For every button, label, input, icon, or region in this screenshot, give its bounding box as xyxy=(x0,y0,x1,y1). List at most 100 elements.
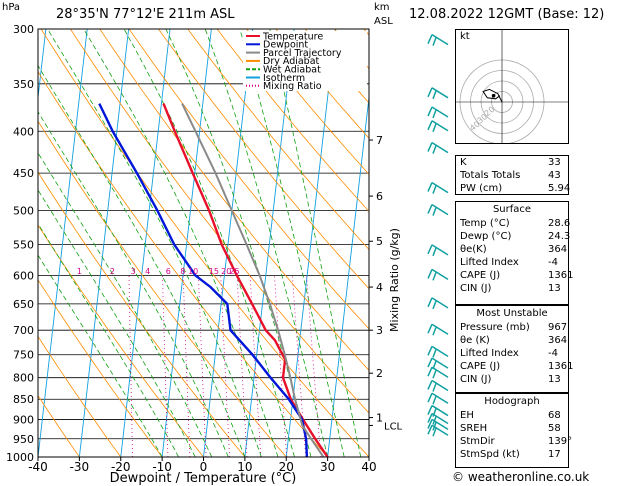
dry-adiabat xyxy=(38,224,204,457)
isotherm xyxy=(78,29,130,457)
wind-barb xyxy=(427,392,449,405)
dry-adiabat xyxy=(38,120,287,457)
surface-value: 1361 xyxy=(548,270,574,281)
series-dewpoint xyxy=(98,103,309,457)
mixing-ratio-label: 15 xyxy=(209,267,219,276)
pressure-tick-label: 400 xyxy=(13,125,34,138)
hodo-stat-key: StmSpd (kt) xyxy=(460,449,520,460)
isotherm xyxy=(285,29,336,457)
hodo-stat-key: StmDir xyxy=(460,436,495,447)
mixing-ratio-line xyxy=(220,275,230,457)
surface-row: Dewp (°C) 24.3 xyxy=(460,231,570,243)
pressure-tick-label: 450 xyxy=(13,167,34,180)
surface-row: θe(K) 364 xyxy=(460,244,567,256)
most-unstable-row: CAPE (J) 1361 xyxy=(460,361,573,373)
x-tick-label: -10 xyxy=(152,460,172,474)
surface-key: Temp (°C) xyxy=(460,218,510,229)
surface-value: -4 xyxy=(548,257,558,268)
most-unstable-key: CAPE (J) xyxy=(460,361,501,372)
hodo-stat-value: 17 xyxy=(548,449,561,460)
wind-barb xyxy=(427,268,449,281)
surface-panel: Surface Temp (°C) 28.6 Dewp (°C) 24.3 θe(K) 3… xyxy=(455,201,573,305)
km-tick-label: 1 xyxy=(376,412,383,425)
surface-key: CAPE (J) xyxy=(460,270,501,281)
index-value: 33 xyxy=(548,157,561,168)
isotherm xyxy=(0,29,4,457)
wet-adiabat xyxy=(38,189,196,457)
km-label: km xyxy=(374,2,390,13)
hpa-label: hPa xyxy=(2,2,21,13)
legend-box xyxy=(243,31,367,91)
mixing-ratio-label: 25 xyxy=(229,267,239,276)
most-unstable-value: 13 xyxy=(548,374,561,385)
wind-barb xyxy=(427,141,449,154)
most-unstable-key: Lifted Index xyxy=(460,348,519,359)
hodo-stat-row: EH 68 xyxy=(460,410,564,422)
most-unstable-panel: Most Unstable Pressure (mb) 967 θe (K) 364 L… xyxy=(455,305,573,393)
pressure-tick-label: 900 xyxy=(13,414,34,427)
mixing-ratio-line xyxy=(306,275,322,457)
pressure-tick-label: 850 xyxy=(13,393,34,406)
mixing-ratio-label: 2 xyxy=(110,267,115,276)
x-tick-label: -30 xyxy=(70,460,90,474)
most-unstable-value: 364 xyxy=(548,335,568,346)
x-tick-label: 10 xyxy=(237,460,252,474)
pressure-tick-label: 550 xyxy=(13,238,34,251)
wind-barb xyxy=(427,323,449,336)
x-tick-label: 20 xyxy=(279,460,294,474)
wind-barb xyxy=(427,87,449,100)
index-value: 5.94 xyxy=(548,183,571,194)
hodo-stat-row: StmSpd (kt) 17 xyxy=(460,449,564,461)
surface-title: Surface xyxy=(492,204,532,215)
wind-barb xyxy=(427,345,449,358)
most-unstable-row: Lifted Index -4 xyxy=(460,348,564,360)
surface-value: 28.6 xyxy=(548,218,571,229)
wind-barb xyxy=(427,203,449,216)
dry-adiabat xyxy=(38,171,246,457)
series-temperature xyxy=(162,103,329,457)
surface-key: Lifted Index xyxy=(460,257,519,268)
wind-barb xyxy=(427,34,449,46)
isotherm xyxy=(161,29,212,457)
wind-barb xyxy=(427,357,449,370)
isotherm xyxy=(244,29,295,457)
legend-label: Mixing Ratio xyxy=(263,81,322,92)
surface-row: CIN (J) 13 xyxy=(460,283,564,295)
hodo-stat-key: SREH xyxy=(460,423,488,434)
most-unstable-row: Pressure (mb) 967 xyxy=(460,322,567,334)
legend-label: Parcel Trajectory xyxy=(263,48,342,59)
surface-value: 24.3 xyxy=(548,231,571,242)
surface-value: 13 xyxy=(548,283,561,294)
dry-adiabat xyxy=(246,29,369,175)
mixing-ratio-line xyxy=(182,275,191,457)
mixing-ratio-line xyxy=(198,275,207,457)
wet-adiabat xyxy=(47,29,262,457)
dry-adiabat xyxy=(216,29,369,213)
most-unstable-row: θe (K) 364 xyxy=(460,335,568,347)
mixing-ratio-line xyxy=(162,275,169,457)
hodo-storm-motion xyxy=(491,93,496,98)
hodograph-unit: kt xyxy=(460,31,470,42)
index-value: 43 xyxy=(548,170,561,181)
wet-adiabat xyxy=(38,152,213,457)
most-unstable-key: Pressure (mb) xyxy=(460,322,530,333)
hodo-stat-value: 68 xyxy=(548,410,561,421)
index-row: K 33 xyxy=(460,157,564,169)
most-unstable-value: -4 xyxy=(548,348,558,359)
most-unstable-value: 1361 xyxy=(548,361,574,372)
index-row: Totals Totals 43 xyxy=(460,170,564,182)
lcl-label: LCL xyxy=(384,421,403,432)
pressure-tick-label: 800 xyxy=(13,372,34,385)
isotherm xyxy=(120,29,171,457)
legend-label: Temperature xyxy=(262,31,323,42)
dry-adiabat xyxy=(187,29,369,251)
hodo-trace xyxy=(482,88,503,103)
wet-adiabat xyxy=(38,222,180,457)
x-tick-label: -20 xyxy=(111,460,131,474)
wet-adiabat xyxy=(83,29,279,457)
mixing-ratio-label: 3 xyxy=(131,267,136,276)
mixing-ratio-line xyxy=(249,275,262,457)
surface-key: θe(K) xyxy=(460,244,487,255)
legend-label: Wet Adiabat xyxy=(263,65,321,76)
mixing-ratio-label: 4 xyxy=(145,267,150,276)
